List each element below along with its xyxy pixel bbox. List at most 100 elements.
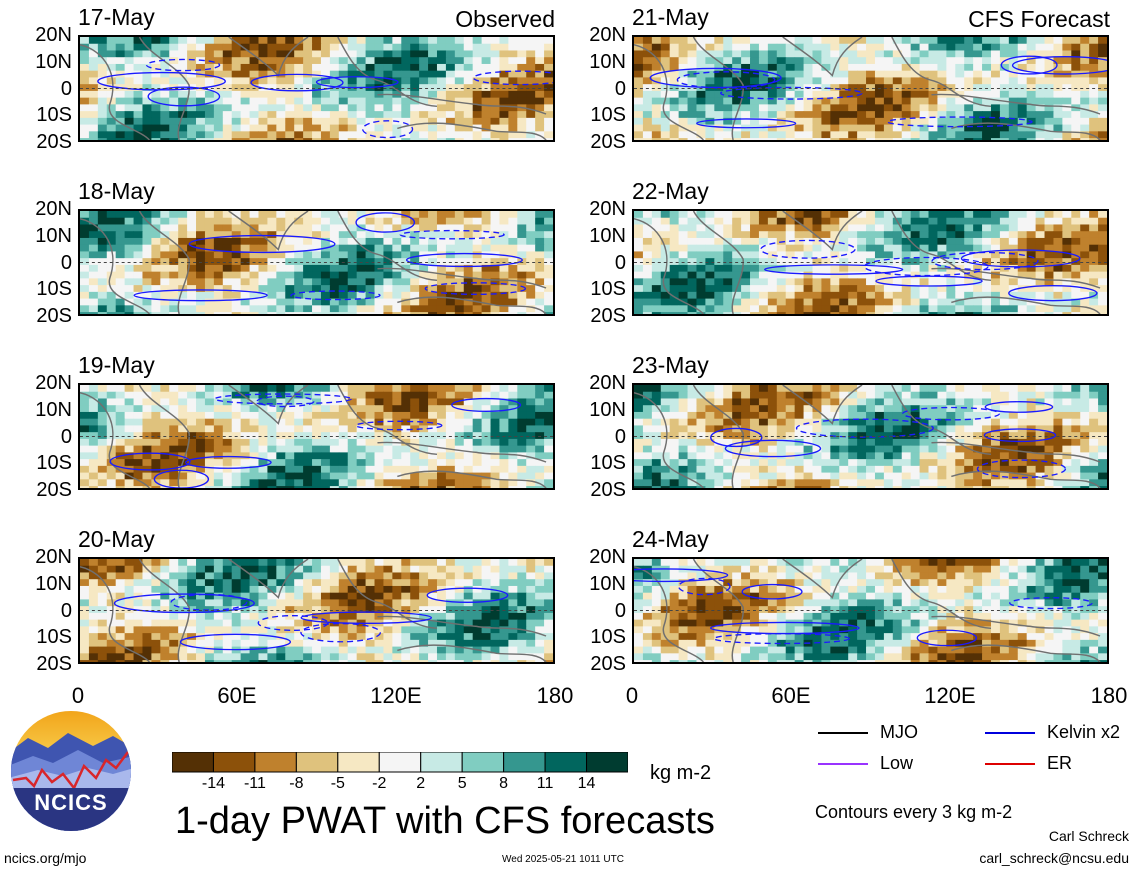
lat-label: 20N <box>589 546 626 568</box>
lat-label: 20S <box>36 653 72 675</box>
lat-label: 20N <box>589 372 626 394</box>
lat-label: 10N <box>589 50 626 73</box>
pwat-map-left-3 <box>78 557 555 664</box>
lat-label: 10N <box>35 572 72 595</box>
author-email[interactable]: carl_schreck@ncsu.edu <box>979 850 1129 866</box>
colorbar-tick-label: -5 <box>330 775 345 792</box>
colorbar-swatch <box>586 751 629 773</box>
lon-label: 120E <box>370 683 422 708</box>
colorbar-tick-label: -8 <box>289 775 304 792</box>
colorbar <box>171 751 629 779</box>
legend-line <box>818 763 868 765</box>
colorbar-swatch <box>544 751 588 773</box>
lat-label: 10N <box>35 398 72 421</box>
pwat-map-left-0 <box>78 35 555 142</box>
lat-label: 0 <box>614 599 626 622</box>
observed-label: Observed <box>455 6 555 32</box>
lat-label: 10N <box>589 572 626 595</box>
lat-label: 20N <box>35 546 72 568</box>
lat-label: 10N <box>35 224 72 247</box>
colorbar-tick-label: 11 <box>536 775 554 792</box>
colorbar-swatch <box>212 751 256 773</box>
pwat-map-right-0 <box>632 35 1109 142</box>
lat-label: 20N <box>35 24 72 46</box>
pwat-map-left-2 <box>78 383 555 490</box>
lon-label: 60E <box>217 683 257 708</box>
colorbar-swatch <box>420 751 463 773</box>
colorbar-swatch <box>171 751 214 773</box>
panel-date-right-3: 24-May <box>632 526 709 552</box>
lat-label: 10S <box>36 104 72 127</box>
colorbar-swatch <box>378 751 422 773</box>
lat-label: 10S <box>590 104 626 127</box>
legend-label: MJO <box>880 722 918 742</box>
chart-title: 1-day PWAT with CFS forecasts <box>175 800 715 842</box>
panel-date-right-2: 23-May <box>632 352 709 378</box>
colorbar-tick-label: -11 <box>243 775 266 792</box>
colorbar-tick-label: 5 <box>457 775 467 792</box>
pwat-map-right-3 <box>632 557 1109 664</box>
colorbar-swatch <box>295 751 339 773</box>
lat-label: 20S <box>36 131 72 153</box>
lat-label: 10S <box>590 278 626 301</box>
colorbar-tick-label: 14 <box>577 775 596 792</box>
lat-label: 20S <box>590 131 626 153</box>
lon-label: 0 <box>625 683 639 708</box>
lat-label: 0 <box>60 251 72 274</box>
lat-label: 10S <box>590 452 626 475</box>
lat-label: 0 <box>60 599 72 622</box>
lon-label: 180 <box>536 683 574 708</box>
colorbar-tick-label: -2 <box>372 775 387 792</box>
legend-label: Low <box>880 753 914 773</box>
cfs-forecast-label: CFS Forecast <box>968 6 1110 32</box>
colorbar-tick-label: -14 <box>201 775 226 792</box>
lat-label: 10N <box>35 50 72 73</box>
lon-label: 180 <box>1090 683 1128 708</box>
lat-label: 0 <box>60 425 72 448</box>
timestamp: Wed 2025-05-21 1011 UTC <box>502 854 624 865</box>
lat-label: 0 <box>614 425 626 448</box>
lat-label: 20S <box>590 305 626 327</box>
legend-line <box>985 763 1035 765</box>
lat-label: 20N <box>35 372 72 394</box>
lat-label: 20S <box>590 653 626 675</box>
panel-date-left-1: 18-May <box>78 178 155 204</box>
colorbar-unit: kg m-2 <box>650 762 712 784</box>
colorbar-swatch <box>254 751 297 773</box>
legend-line <box>818 732 868 734</box>
pwat-map-right-2 <box>632 383 1109 490</box>
lon-label: 0 <box>71 683 85 708</box>
lat-label: 10S <box>36 626 72 649</box>
logo-text: NCICS <box>34 790 108 815</box>
contour-note: Contours every 3 kg m-2 <box>815 802 1013 822</box>
panel-date-left-0: 17-May <box>78 4 155 30</box>
lat-label: 20S <box>590 479 626 501</box>
author: Carl Schreck <box>1048 828 1129 844</box>
panel-date-right-0: 21-May <box>632 4 709 30</box>
panel-date-left-2: 19-May <box>78 352 155 378</box>
lat-label: 20S <box>36 305 72 327</box>
colorbar-swatch <box>337 751 380 773</box>
legend-label: ER <box>1047 753 1073 773</box>
url-text[interactable]: ncics.org/mjo <box>4 850 87 866</box>
lon-label: 60E <box>771 683 811 708</box>
legend-label: Kelvin x2 <box>1047 722 1121 742</box>
lat-label: 0 <box>614 77 626 100</box>
lon-label: 120E <box>924 683 976 708</box>
pwat-map-right-1 <box>632 209 1109 316</box>
ncics-logo: NCICS <box>8 708 134 834</box>
lat-label: 10S <box>590 626 626 649</box>
pwat-map-left-1 <box>78 209 555 316</box>
panel-date-left-3: 20-May <box>78 526 155 552</box>
colorbar-swatch <box>503 751 546 773</box>
lat-label: 20N <box>589 198 626 220</box>
lat-label: 10N <box>589 398 626 421</box>
colorbar-swatch <box>461 751 505 773</box>
lat-label: 20S <box>36 479 72 501</box>
lat-label: 10S <box>36 278 72 301</box>
lat-label: 20N <box>35 198 72 220</box>
colorbar-tick-label: 8 <box>499 775 509 792</box>
panel-date-right-1: 22-May <box>632 178 709 204</box>
legend-line <box>985 732 1035 734</box>
lat-label: 0 <box>60 77 72 100</box>
